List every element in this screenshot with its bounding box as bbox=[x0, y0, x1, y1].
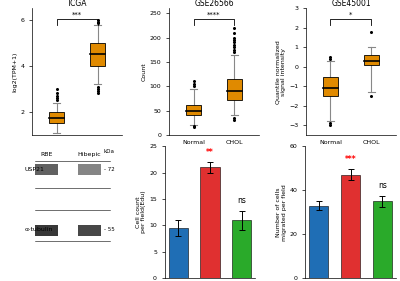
Y-axis label: Cell count
per field(Edu): Cell count per field(Edu) bbox=[136, 191, 146, 234]
Bar bbox=[78, 225, 101, 236]
Text: *: * bbox=[349, 11, 353, 17]
Text: ****: **** bbox=[207, 11, 221, 17]
Bar bbox=[90, 43, 105, 66]
Bar bbox=[50, 112, 64, 123]
Bar bbox=[323, 76, 338, 96]
Text: ns: ns bbox=[378, 181, 387, 190]
Bar bbox=[78, 164, 101, 175]
Y-axis label: Quantile normalized
signal intensity: Quantile normalized signal intensity bbox=[276, 40, 286, 103]
Text: α-tubulin: α-tubulin bbox=[25, 228, 53, 232]
Bar bbox=[35, 164, 58, 175]
Text: RBE: RBE bbox=[40, 151, 53, 157]
Text: - 55: - 55 bbox=[104, 228, 115, 232]
Y-axis label: Count: Count bbox=[142, 62, 147, 81]
Bar bbox=[373, 201, 392, 278]
Text: ***: *** bbox=[345, 155, 356, 164]
Bar bbox=[200, 167, 220, 278]
Y-axis label: Number of cells
migrated per field: Number of cells migrated per field bbox=[276, 184, 287, 241]
Bar bbox=[341, 175, 360, 278]
Bar bbox=[227, 79, 242, 100]
Bar bbox=[232, 220, 251, 278]
Text: Hibepic: Hibepic bbox=[78, 151, 101, 157]
Bar bbox=[186, 105, 201, 115]
Bar bbox=[309, 206, 328, 278]
Y-axis label: log2(TPM+1): log2(TPM+1) bbox=[12, 51, 18, 92]
Bar bbox=[35, 225, 58, 236]
Title: GSE26566: GSE26566 bbox=[194, 0, 234, 8]
Text: USP21: USP21 bbox=[25, 167, 45, 172]
Text: **: ** bbox=[206, 148, 214, 157]
Text: - 72: - 72 bbox=[104, 167, 115, 172]
Bar bbox=[364, 55, 378, 65]
Title: GSE45001: GSE45001 bbox=[331, 0, 371, 8]
Text: kDa: kDa bbox=[104, 149, 115, 154]
Title: TCGA: TCGA bbox=[67, 0, 87, 8]
Text: ns: ns bbox=[237, 196, 246, 205]
Bar bbox=[169, 228, 188, 278]
Text: ***: *** bbox=[72, 11, 82, 17]
